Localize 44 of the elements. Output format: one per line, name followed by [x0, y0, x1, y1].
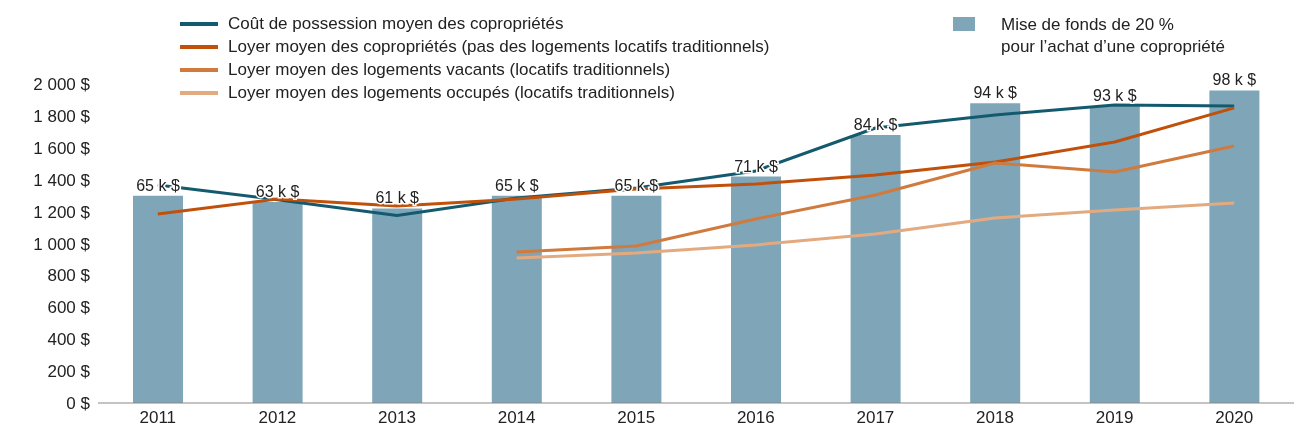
y-tick-label: 1 600 $	[33, 138, 91, 158]
y-tick-label: 1 800 $	[33, 106, 91, 126]
data-label: 93 k $	[1093, 87, 1137, 105]
line-series	[515, 144, 1236, 254]
data-label: 98 k $	[1212, 71, 1257, 89]
bar	[850, 135, 901, 403]
legend-label: Loyer moyen des logements occupés (locatifs traditionnels)	[228, 82, 675, 103]
y-tick-label: 1 000 $	[33, 234, 91, 254]
bar	[731, 176, 781, 403]
x-tick-label: 2012	[258, 408, 297, 428]
bar	[1089, 106, 1140, 403]
x-tick-label: 2014	[497, 408, 536, 428]
legend-label: Loyer moyen des logements vacants (locatifs traditionnels)	[228, 59, 671, 80]
y-tick-label: 200 $	[47, 362, 91, 382]
x-tick-label: 2019	[1095, 408, 1134, 428]
data-label: 63 k $	[255, 183, 300, 201]
y-tick-label: 0 $	[66, 394, 91, 414]
line-series	[515, 201, 1236, 260]
bar	[252, 202, 303, 403]
bar	[970, 103, 1021, 403]
x-tick-label: 2015	[617, 408, 656, 428]
y-tick-label: 800 $	[47, 266, 91, 286]
data-label: 65 k $	[495, 176, 539, 194]
data-label: 94 k $	[973, 84, 1018, 102]
legend-label: Loyer moyen des copropriétés (pas des logements locatifs traditionnels)	[228, 36, 770, 57]
bar	[611, 195, 662, 403]
y-tick-label: 1 400 $	[33, 170, 91, 190]
bar	[133, 195, 183, 403]
x-tick-label: 2016	[736, 408, 775, 428]
x-tick-label: 2018	[976, 408, 1014, 428]
x-tick-label: 2020	[1215, 408, 1254, 428]
y-tick-label: 400 $	[47, 330, 91, 350]
legend-label: Mise de fonds de 20 % pour l’achat d’une copropriété	[1001, 14, 1225, 58]
legend-label: Coût de possession moyen des copropriétés	[228, 13, 564, 34]
x-tick-label: 2013	[378, 408, 416, 428]
y-tick-label: 600 $	[47, 298, 91, 318]
data-label: 61 k $	[375, 189, 420, 207]
y-tick-label: 2 000 $	[33, 75, 91, 95]
y-tick-label: 1 200 $	[33, 202, 91, 222]
x-tick-label: 2017	[856, 408, 895, 428]
x-tick-label: 2011	[139, 408, 177, 428]
bar	[1209, 90, 1260, 403]
bar	[372, 208, 423, 403]
bar	[491, 195, 542, 403]
